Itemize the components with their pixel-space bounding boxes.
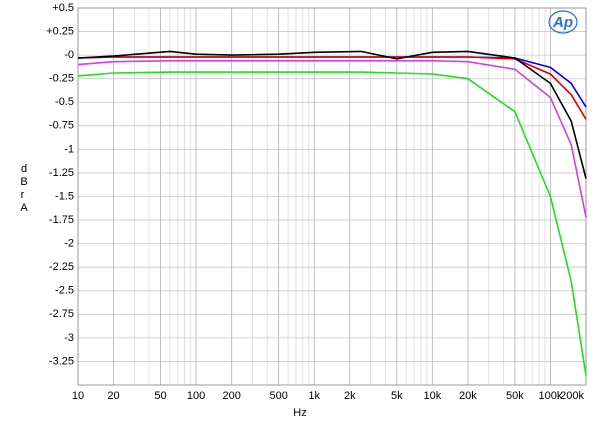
x-tick-label: 100 bbox=[187, 390, 205, 402]
x-tick-label: 2k bbox=[344, 390, 356, 402]
y-tick-label: -2 bbox=[64, 238, 74, 250]
series-line bbox=[77, 71, 587, 376]
x-tick-label: 50k bbox=[506, 390, 524, 402]
y-tick-label: -2.75 bbox=[49, 308, 74, 320]
x-tick-label: 20 bbox=[107, 390, 119, 402]
y-tick-label: -1.5 bbox=[55, 190, 74, 202]
y-tick-label: -2.5 bbox=[55, 285, 74, 297]
y-tick-label: -3.25 bbox=[49, 355, 74, 367]
x-axis-label: Hz bbox=[293, 407, 306, 419]
series-line bbox=[77, 56, 587, 120]
y-tick-label: -1.75 bbox=[49, 214, 74, 226]
y-tick-label: +0.5 bbox=[52, 2, 74, 14]
x-tick-label: 20k bbox=[459, 390, 477, 402]
x-tick-label: 50 bbox=[154, 390, 166, 402]
logo: Ap bbox=[552, 14, 573, 31]
x-tick-label: 200k bbox=[560, 390, 584, 402]
y-tick-label: -1 bbox=[64, 143, 74, 155]
y-tick-label: -0.75 bbox=[49, 120, 74, 132]
logo-ring bbox=[548, 10, 578, 34]
y-tick-label: +0.25 bbox=[46, 25, 74, 37]
x-tick-label: 10k bbox=[423, 390, 441, 402]
y-tick-label: -0.5 bbox=[55, 96, 74, 108]
x-tick-label: 200 bbox=[222, 390, 240, 402]
x-tick-label: 10 bbox=[72, 390, 84, 402]
y-tick-label: -0.25 bbox=[49, 73, 74, 85]
series-line bbox=[77, 50, 587, 179]
x-tick-label: 1k bbox=[308, 390, 320, 402]
y-tick-label: -2.25 bbox=[49, 261, 74, 273]
series-line bbox=[77, 60, 587, 218]
plot-frame bbox=[77, 7, 587, 386]
x-tick-label: 100k bbox=[539, 390, 563, 402]
x-tick-label: 500 bbox=[269, 390, 287, 402]
y-tick-label: -0 bbox=[64, 49, 74, 61]
y-tick-label: -1.25 bbox=[49, 167, 74, 179]
y-tick-label: -3 bbox=[64, 332, 74, 344]
series-line bbox=[77, 56, 587, 108]
x-tick-label: 5k bbox=[391, 390, 403, 402]
y-axis-label: dBr A bbox=[20, 163, 28, 214]
